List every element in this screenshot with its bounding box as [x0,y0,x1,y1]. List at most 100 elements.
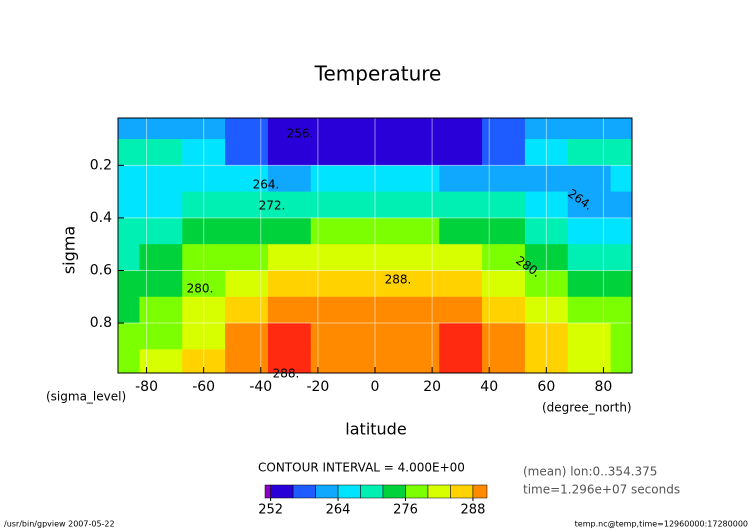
field-cell [567,323,612,350]
colorbar-tick-label: 276 [393,503,418,518]
field-cell [267,191,312,219]
field-cell [267,244,312,271]
colorbar-bin [472,484,488,499]
field-cell [267,165,312,193]
y-axis-label: sigma [60,226,79,274]
field-cell [310,270,355,298]
field-cell [118,296,140,324]
field-cell [610,270,632,298]
field-cell [482,323,526,350]
field-cell [267,270,312,298]
field-cell [610,191,632,219]
field-cell [567,217,612,245]
x-tick-label: 40 [480,379,498,395]
field-cell [439,244,483,271]
field-cell [225,139,269,166]
field-cell [396,296,440,324]
y-tick-label: 0.4 [90,210,112,226]
x-unit: (degree_north) [542,401,632,415]
field-cell [610,139,632,166]
x-tick-label: 80 [595,379,613,395]
contour-label: 256. [287,127,314,141]
field-cell [610,296,632,324]
contour-label: 280. [187,282,214,296]
field-cell [439,118,483,140]
field-cell [139,139,183,166]
x-tick-label: 20 [423,379,441,395]
footer-right: temp.nc@temp,time=12960000:17280000 [575,520,748,529]
x-tick-label: 60 [537,379,555,395]
field-cell [310,165,355,193]
colorbar-bin [382,484,406,499]
field-cell [396,349,440,373]
field-cell [139,349,183,373]
field-cell [118,323,140,350]
field-cell [267,323,312,350]
field-cell [118,349,140,373]
field-cell [310,296,355,324]
field-cell [396,139,440,166]
field-cell [439,349,483,373]
footer-left: /usr/bin/gpview 2007-05-22 [4,520,115,529]
field-cell [139,270,183,298]
field-cell [396,244,440,271]
field-cell [482,165,526,193]
field-cell [567,244,612,271]
field-cell [439,270,483,298]
field-cell [310,323,355,350]
field-cell [439,165,483,193]
field-cell [118,217,140,245]
field-cell [225,244,269,271]
field-cell [267,139,312,166]
x-tick-label: 0 [371,379,380,395]
field-cell [396,217,440,245]
field-cell [225,217,269,245]
field-cell [610,165,632,193]
colorbar-bin [337,484,361,499]
field-cell [118,139,140,166]
field-cell [139,165,183,193]
colorbar-bin [315,484,339,499]
contour-label: 264. [253,178,280,192]
field-cell [482,139,526,166]
x-axis-label: latitude [345,420,406,439]
field-cell [310,191,355,219]
field-cell [225,270,269,298]
field-cell [610,349,632,373]
field-cell [439,217,483,245]
colorbar-bin [270,484,294,499]
field-cell [567,139,612,166]
chart-title: Temperature [314,62,442,86]
field-cell [610,323,632,350]
field-cell [225,296,269,324]
field-cell [310,349,355,373]
field-cell [482,270,526,298]
field-cell [310,139,355,166]
field-cell [439,191,483,219]
field-cell [610,217,632,245]
x-tick-label: -80 [135,379,158,395]
field-cell [396,323,440,350]
x-tick-label: -60 [192,379,215,395]
x-tick-label: -40 [249,379,272,395]
contour-label: 288. [273,367,300,381]
field-cell [139,118,183,140]
field-cell [439,323,483,350]
y-unit: (sigma_level) [46,390,126,404]
field-cell [567,118,612,140]
field-cell [482,118,526,140]
field-cell [610,118,632,140]
x-tick-label: -20 [306,379,329,395]
field-cell [118,165,140,193]
y-tick-label: 0.6 [90,262,112,278]
contour-label: 272. [259,199,286,213]
field-cell [482,217,526,245]
field-cell [396,118,440,140]
field-cell [567,270,612,298]
field-cell [310,244,355,271]
field-cell [225,118,269,140]
colorbar-tick-label: 252 [258,503,283,518]
field-cell [118,270,140,298]
field-cell [439,139,483,166]
